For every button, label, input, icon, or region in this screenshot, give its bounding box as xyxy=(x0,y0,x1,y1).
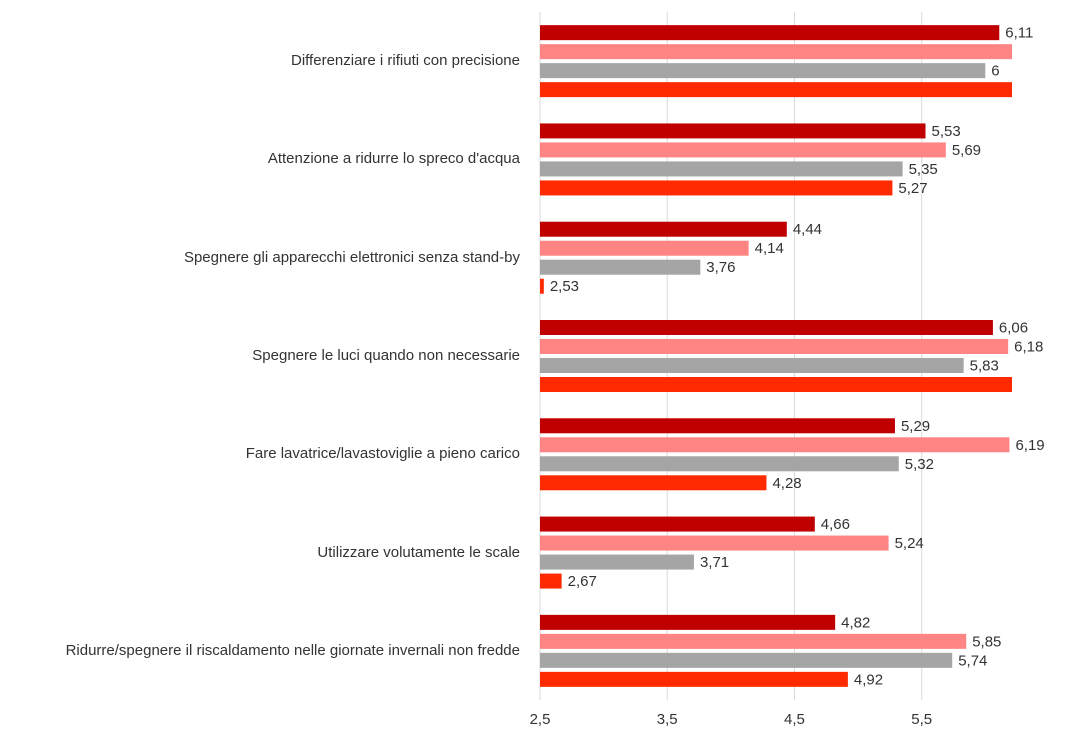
x-tick-label: 2,5 xyxy=(530,711,551,728)
bar xyxy=(540,358,964,373)
data-label: 6,11 xyxy=(1005,25,1033,42)
data-label: 4,92 xyxy=(854,671,883,688)
bar xyxy=(540,82,1012,98)
x-tick-label: 4,5 xyxy=(784,711,805,728)
data-label: 5,32 xyxy=(905,456,934,473)
bar xyxy=(540,180,893,196)
bar xyxy=(540,25,1000,41)
bar xyxy=(540,652,953,668)
bar xyxy=(540,44,1012,60)
bar xyxy=(540,535,889,551)
data-label: 4,44 xyxy=(793,221,822,238)
category-label: Spegnere le luci quando non necessarie xyxy=(0,326,520,386)
category-label: Attenzione a ridurre lo spreco d'acqua xyxy=(0,129,520,189)
bar xyxy=(540,63,986,79)
data-label: 4,82 xyxy=(841,614,870,631)
data-label: 5,85 xyxy=(972,633,1001,650)
data-label: 5,35 xyxy=(909,161,938,178)
bar xyxy=(540,161,903,177)
data-label: 5,24 xyxy=(895,535,924,552)
data-label: 5,69 xyxy=(952,142,981,159)
category-text: Fare lavatrice/lavastoviglie a pieno car… xyxy=(245,445,520,463)
data-label: 6 xyxy=(991,63,999,80)
category-text: Attenzione a ridurre lo spreco d'acqua xyxy=(267,150,520,168)
category-label: Fare lavatrice/lavastoviglie a pieno car… xyxy=(0,424,520,484)
bar xyxy=(540,475,767,491)
bar xyxy=(540,516,815,532)
data-label: 4,66 xyxy=(821,516,850,533)
bar xyxy=(540,377,1012,392)
data-label: 6,18 xyxy=(1014,338,1043,355)
category-text: Spegnere le luci quando non necessarie xyxy=(252,347,520,364)
category-text: Differenziare i rifiuti con precisione xyxy=(291,52,520,70)
data-label: 6,19 xyxy=(1015,437,1044,454)
category-label: Spegnere gli apparecchi elettronici senz… xyxy=(0,228,520,288)
bar xyxy=(540,437,1010,453)
data-label: 4,14 xyxy=(755,240,784,257)
data-label: 3,71 xyxy=(700,554,729,571)
bars xyxy=(540,25,1012,687)
bar xyxy=(540,573,562,589)
data-label: 2,53 xyxy=(550,278,579,295)
grid xyxy=(539,12,923,700)
bar xyxy=(540,614,836,630)
bar xyxy=(540,221,787,237)
category-text: Spegnere gli apparecchi elettronici senz… xyxy=(183,248,520,266)
bar xyxy=(540,418,895,434)
data-label: 2,67 xyxy=(568,573,597,590)
category-label: Ridurre/spegnere il riscaldamento nelle … xyxy=(0,621,520,681)
bar xyxy=(540,633,967,649)
category-label: Utilizzare volutamente le scale xyxy=(0,523,520,583)
data-label: 5,53 xyxy=(931,123,960,140)
category-text: Ridurre/spegnere il riscaldamento nelle … xyxy=(65,641,520,659)
data-label: 4,28 xyxy=(772,475,801,492)
category-text: Utilizzare volutamente le scale xyxy=(317,543,520,561)
data-label: 5,83 xyxy=(970,357,999,374)
category-label: Differenziare i rifiuti con precisione xyxy=(0,31,520,91)
bar xyxy=(540,339,1009,354)
bar xyxy=(540,456,899,472)
data-label: 6,06 xyxy=(999,319,1028,336)
bar xyxy=(540,671,848,687)
data-label: 5,27 xyxy=(898,180,927,197)
x-tick-label: 3,5 xyxy=(657,711,678,728)
data-label: 5,74 xyxy=(958,652,987,669)
x-tick-label: 5,5 xyxy=(911,711,932,728)
bar xyxy=(540,259,701,275)
bar xyxy=(540,554,694,570)
bar xyxy=(540,240,749,256)
bar xyxy=(540,123,926,139)
data-label: 5,29 xyxy=(901,418,930,435)
data-label: 3,76 xyxy=(706,259,735,276)
bar xyxy=(540,142,946,158)
bar xyxy=(540,320,993,335)
bar xyxy=(540,278,544,294)
